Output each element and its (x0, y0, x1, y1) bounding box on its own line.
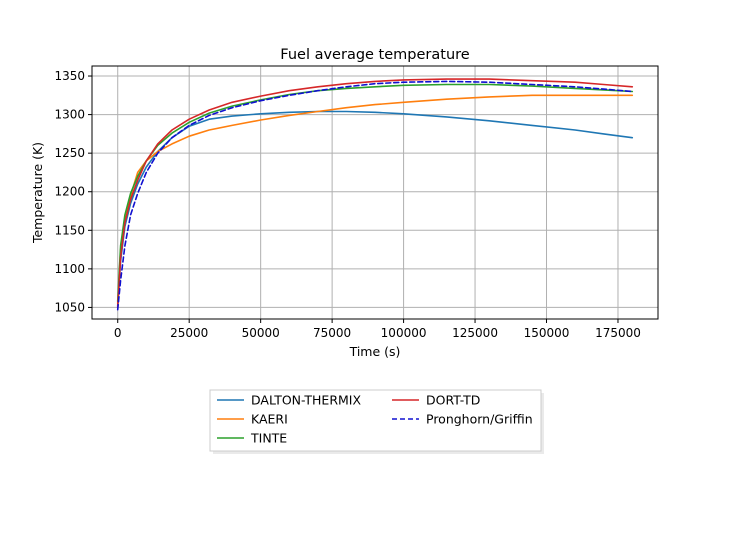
y-tick-label: 1050 (54, 300, 85, 314)
x-axis-title: Time (s) (349, 344, 401, 359)
plot-frame (91, 65, 659, 320)
y-tick-label: 1350 (54, 69, 85, 83)
series-line (116, 78, 634, 309)
x-tick-label: 150000 (524, 326, 570, 340)
legend-label: DORT-TD (426, 393, 480, 408)
y-tick-label: 1250 (54, 146, 85, 160)
y-axis-title: Temperature (K) (30, 142, 45, 244)
axis-ticks: 0 25000 50000 75000 100000 125000 150000 175000… (54, 69, 640, 340)
grid-lines (92, 66, 658, 319)
x-tick-label: 100000 (381, 326, 427, 340)
x-tick-label: 75000 (313, 326, 351, 340)
x-tick-label: 50000 (242, 326, 280, 340)
series-line (116, 110, 634, 307)
x-tick-label: 125000 (452, 326, 498, 340)
legend-label: DALTON-THERMIX (251, 393, 361, 408)
legend-items: DALTON-THERMIX KAERI TINTE DORT-TD Pronghorn… (217, 393, 533, 446)
series-line (116, 94, 634, 305)
series-line (116, 80, 634, 311)
legend-label: KAERI (251, 412, 288, 427)
chart-title: Fuel average temperature (280, 47, 469, 63)
y-tick-label: 1100 (54, 262, 85, 276)
x-tick-label: 25000 (170, 326, 208, 340)
legend-label: Pronghorn/Griffin (426, 412, 533, 427)
x-tick-label: 0 (114, 326, 122, 340)
legend: DALTON-THERMIX KAERI TINTE DORT-TD Pronghorn… (209, 389, 544, 454)
y-tick-label: 1150 (54, 223, 85, 237)
y-tick-label: 1300 (54, 108, 85, 122)
legend-box (209, 389, 542, 452)
x-tick-label: 175000 (595, 326, 641, 340)
legend-label: TINTE (250, 431, 287, 446)
series-lines (116, 78, 634, 311)
y-tick-label: 1200 (54, 185, 85, 199)
